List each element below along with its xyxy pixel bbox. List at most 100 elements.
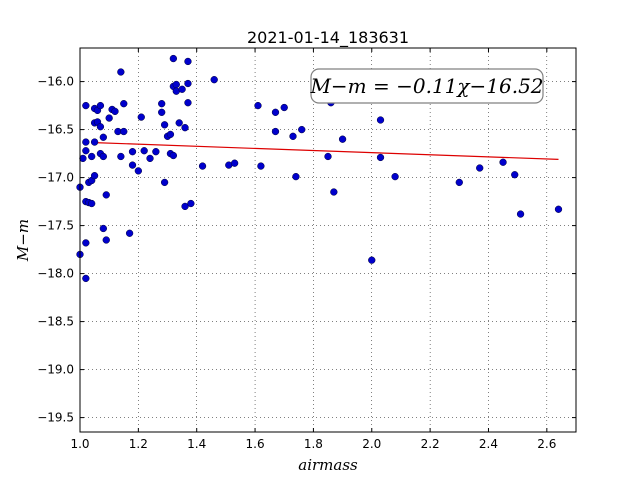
data-point: [181, 124, 189, 132]
data-point: [137, 113, 145, 121]
data-point: [338, 135, 347, 143]
x-tick-label: 1.4: [187, 437, 206, 451]
data-point: [271, 108, 280, 116]
y-tick-label: −19.5: [37, 411, 74, 425]
data-point: [160, 178, 169, 187]
data-point: [330, 188, 338, 196]
axis-ticks: 1.0 1.2 1.4 1.6 1.8 2.0 2.2 2.4 2.6 −16.0 −16.5 −17…: [37, 48, 576, 451]
x-tick-label: 2.6: [537, 437, 556, 451]
data-point: [134, 167, 143, 175]
data-point: [99, 133, 107, 141]
data-point: [178, 85, 186, 93]
data-point: [99, 224, 107, 233]
data-point: [210, 76, 218, 84]
data-point: [117, 152, 125, 161]
x-tick-label: 2.0: [362, 437, 381, 451]
data-point: [184, 99, 192, 107]
data-point: [187, 199, 195, 208]
data-point: [554, 205, 563, 213]
data-point: [120, 100, 128, 108]
annotation-frame: [310, 68, 544, 104]
data-point: [324, 152, 332, 161]
data-point: [146, 154, 154, 163]
data-point: [181, 202, 189, 211]
data-point: [102, 191, 110, 199]
data-point: [499, 158, 507, 166]
data-point: [376, 116, 385, 124]
data-point: [254, 101, 262, 110]
grid-lines: [79, 48, 576, 432]
x-tick-label: 1.6: [246, 437, 265, 451]
data-point: [160, 121, 169, 129]
data-point: [105, 114, 113, 122]
y-tick-label: −18.0: [37, 267, 74, 281]
data-point: [99, 152, 107, 161]
y-tick-label: −17.0: [37, 171, 74, 185]
data-point: [376, 153, 385, 162]
data-point: [516, 210, 525, 218]
data-point: [90, 172, 99, 180]
data-point: [90, 138, 99, 146]
y-axis-label: M−m: [14, 219, 32, 262]
data-point: [169, 151, 178, 160]
data-point: [82, 138, 90, 146]
data-point: [88, 152, 96, 161]
data-point: [120, 127, 128, 136]
x-tick-label: 2.4: [479, 437, 498, 451]
data-point: [158, 108, 166, 116]
data-point: [175, 119, 183, 127]
data-point: [158, 100, 166, 108]
data-point: [257, 162, 265, 170]
data-point: [96, 101, 105, 110]
y-tick-label: −17.5: [37, 219, 74, 233]
data-point: [79, 154, 87, 163]
y-tick-label: −16.5: [37, 123, 74, 137]
data-point: [102, 236, 110, 244]
data-point: [111, 107, 119, 116]
data-point: [391, 172, 399, 181]
data-point: [298, 125, 306, 134]
data-point: [184, 57, 192, 66]
y-tick-label: −19.0: [37, 363, 74, 377]
data-point: [169, 54, 178, 63]
data-point: [455, 178, 463, 187]
x-tick-label: 2.2: [421, 437, 440, 451]
fit-line-layer: [94, 142, 559, 160]
x-axis-label: airmass: [298, 456, 358, 474]
data-point: [230, 159, 239, 167]
x-tick-label: 1.8: [304, 437, 323, 451]
data-point: [166, 130, 175, 139]
x-tick-label: 1.0: [70, 437, 89, 451]
data-point: [128, 148, 137, 156]
data-point: [117, 68, 125, 76]
data-point: [82, 239, 90, 247]
x-tick-label: 1.2: [129, 437, 148, 451]
data-point: [125, 229, 134, 237]
y-tick-label: −18.5: [37, 315, 74, 329]
data-point: [82, 147, 90, 155]
data-point: [128, 161, 137, 169]
plot-frame: [79, 47, 577, 433]
data-points: [76, 54, 563, 283]
data-point: [82, 101, 90, 110]
data-point: [184, 79, 192, 88]
data-point: [292, 172, 300, 181]
data-point: [271, 127, 280, 136]
fit-line: [94, 142, 559, 160]
data-point: [368, 256, 376, 264]
data-point: [172, 80, 180, 89]
y-tick-label: −16.0: [37, 75, 74, 89]
data-point: [140, 147, 148, 155]
fit-equation: M−m = −0.11χ−16.52: [309, 74, 543, 98]
data-point: [476, 164, 484, 172]
data-point: [152, 148, 160, 156]
data-point: [88, 199, 96, 208]
data-point: [289, 132, 297, 140]
data-point: [96, 123, 105, 131]
data-point: [82, 274, 90, 283]
data-point: [511, 171, 519, 179]
fit-annotation-box: M−m = −0.11χ−16.52: [309, 68, 544, 104]
chart-title: 2021-01-14_183631: [247, 28, 409, 48]
data-point: [198, 162, 207, 170]
